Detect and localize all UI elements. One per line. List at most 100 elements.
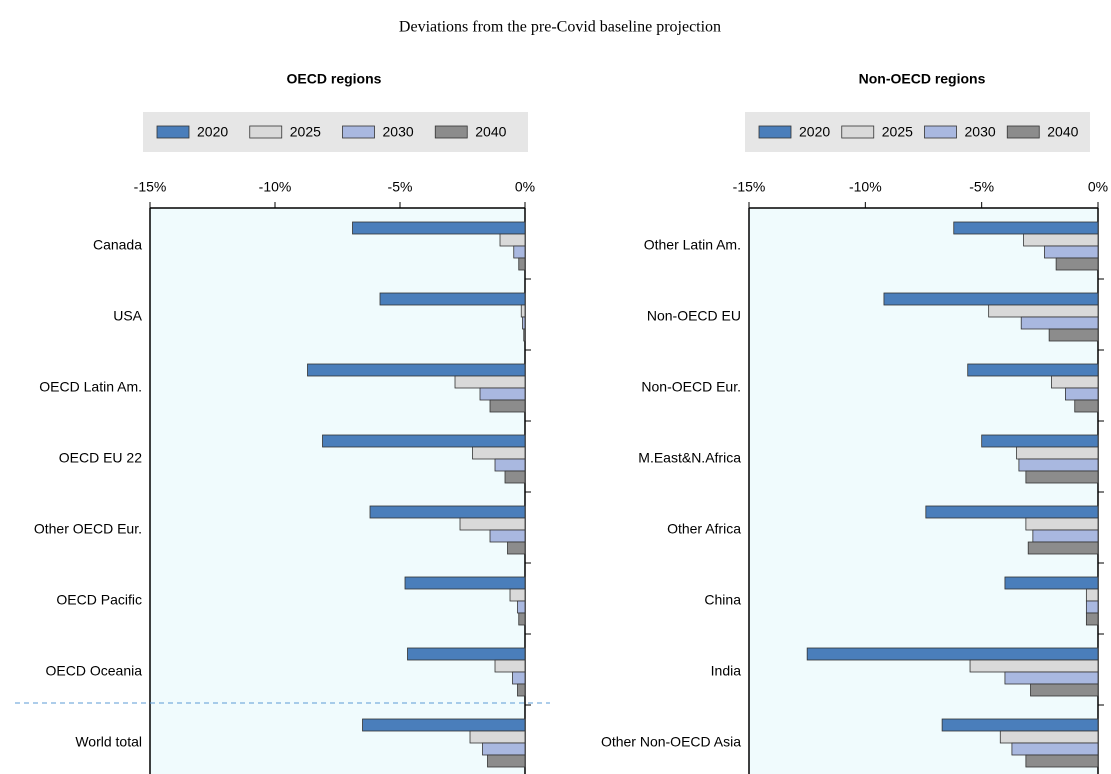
bar <box>489 399 526 413</box>
category-label: OECD EU 22 <box>59 450 142 466</box>
panel-title: OECD regions <box>287 71 382 87</box>
category-label: OECD Oceania <box>46 663 143 679</box>
bar <box>352 221 526 235</box>
bar <box>1025 754 1099 768</box>
bar <box>523 328 526 342</box>
bar <box>1048 328 1099 342</box>
category-label: USA <box>113 308 142 324</box>
bar <box>1011 742 1099 756</box>
bar <box>507 541 526 555</box>
legend-swatch <box>758 125 792 139</box>
bar <box>1016 446 1099 460</box>
bar <box>1030 683 1099 697</box>
bar <box>941 718 1099 732</box>
bar <box>520 304 526 318</box>
legend-swatch <box>434 125 468 139</box>
bar <box>988 304 1099 318</box>
bar <box>1085 612 1099 626</box>
bar <box>1044 245 1099 259</box>
legend-label: 2040 <box>475 124 506 140</box>
bar <box>489 529 526 543</box>
panel-title: Non-OECD regions <box>859 71 986 87</box>
x-tick-label: -15% <box>134 179 167 195</box>
bar <box>512 671 526 685</box>
bar <box>1023 233 1099 247</box>
bar <box>517 600 526 614</box>
bar <box>454 375 526 389</box>
bar <box>1025 470 1099 484</box>
bar <box>487 754 526 768</box>
category-label: Non-OECD EU <box>647 308 741 324</box>
bar <box>1051 375 1099 389</box>
bar <box>1004 671 1099 685</box>
bar <box>981 434 1099 448</box>
bar <box>459 517 526 531</box>
bar <box>404 576 526 590</box>
bar <box>1065 387 1099 401</box>
bar <box>494 659 526 673</box>
bar <box>469 730 526 744</box>
category-label: Other OECD Eur. <box>34 521 142 537</box>
category-label: Other Latin Am. <box>644 237 741 253</box>
category-label: China <box>704 592 741 608</box>
x-tick-label: -5% <box>388 179 413 195</box>
bar <box>513 245 526 259</box>
legend-label: 2040 <box>1047 124 1078 140</box>
bar <box>494 458 526 472</box>
bar <box>969 659 1099 673</box>
legend-label: 2025 <box>290 124 321 140</box>
bar <box>1085 588 1099 602</box>
legend-label: 2025 <box>882 124 913 140</box>
bar <box>522 316 526 330</box>
legend-swatch <box>924 125 957 139</box>
bar <box>518 612 526 626</box>
legend-label: 2020 <box>197 124 228 140</box>
bar <box>1004 576 1099 590</box>
category-label: Other Non-OECD Asia <box>601 734 741 750</box>
bar <box>518 257 526 271</box>
bar <box>1074 399 1099 413</box>
legend-swatch <box>342 125 375 139</box>
bar <box>1025 517 1099 531</box>
bar <box>953 221 1099 235</box>
bar <box>967 363 1099 377</box>
bar <box>1020 316 1099 330</box>
bar <box>499 233 526 247</box>
legend-swatch <box>156 125 190 139</box>
category-label: M.East&N.Africa <box>638 450 741 466</box>
legend-label: 2030 <box>383 124 414 140</box>
legend-swatch <box>841 125 875 139</box>
bar <box>472 446 526 460</box>
bar <box>322 434 526 448</box>
bar <box>504 470 526 484</box>
category-label: India <box>711 663 742 679</box>
bar <box>369 505 526 519</box>
x-tick-label: -5% <box>969 179 994 195</box>
x-tick-label: 0% <box>515 179 535 195</box>
bar <box>362 718 526 732</box>
legend-label: 2030 <box>965 124 996 140</box>
category-label: Other Africa <box>667 521 741 537</box>
bar <box>1018 458 1099 472</box>
bar <box>517 683 526 697</box>
legend-swatch <box>249 125 283 139</box>
x-tick-label: -15% <box>733 179 766 195</box>
category-label: Canada <box>93 237 142 253</box>
bar <box>407 647 526 661</box>
legend-swatch <box>1006 125 1040 139</box>
bar <box>999 730 1099 744</box>
bar <box>307 363 526 377</box>
legend-label: 2020 <box>799 124 830 140</box>
bar <box>1055 257 1099 271</box>
bar <box>379 292 526 306</box>
x-tick-label: -10% <box>849 179 882 195</box>
bar <box>1027 541 1099 555</box>
bar <box>806 647 1099 661</box>
category-label: World total <box>75 734 142 750</box>
bar <box>482 742 526 756</box>
bar <box>1085 600 1099 614</box>
bar <box>925 505 1099 519</box>
x-tick-label: -10% <box>259 179 292 195</box>
category-label: OECD Pacific <box>56 592 142 608</box>
